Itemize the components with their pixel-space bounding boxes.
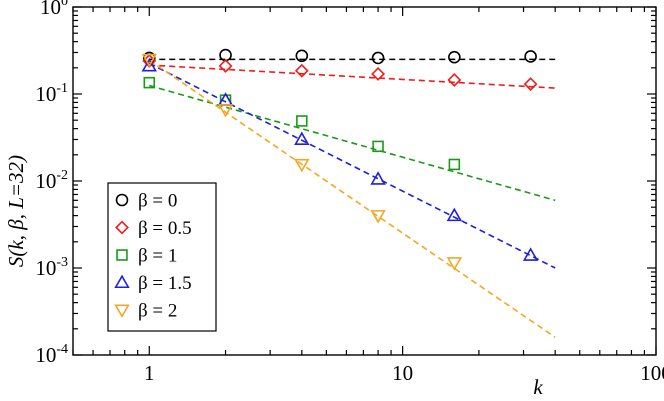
fit-line-4 xyxy=(148,59,556,338)
x-tick-label-1: 10 xyxy=(392,361,413,385)
legend-label-0: β = 0 xyxy=(138,191,177,212)
legend-label-1: β = 0.5 xyxy=(138,218,192,239)
legend-marker-3 xyxy=(114,274,130,289)
data-point-1-3 xyxy=(371,67,385,81)
y-tick-label-1: 10-1 xyxy=(35,81,68,106)
data-point-4-0 xyxy=(141,53,157,68)
data-point-0-0 xyxy=(142,51,156,65)
data-point-4-1 xyxy=(217,104,234,118)
x-tick-label-0: 1 xyxy=(144,361,155,385)
legend-marker-0 xyxy=(115,193,129,207)
data-point-0-2 xyxy=(295,49,309,63)
data-point-1-2 xyxy=(294,63,309,78)
y-tick-label-4: 10-4 xyxy=(35,342,68,367)
data-point-4-2 xyxy=(294,158,310,173)
fit-lines xyxy=(148,58,556,338)
legend-box xyxy=(107,182,217,332)
data-point-2-3 xyxy=(372,140,384,153)
data-point-2-2 xyxy=(296,115,308,127)
fit-line-2 xyxy=(149,84,556,202)
y-tick-label-0: 100 xyxy=(40,0,68,19)
data-point-3-5 xyxy=(522,247,539,261)
data-point-3-3 xyxy=(370,171,386,185)
legend-marker-1 xyxy=(115,220,129,235)
legend-marker-2 xyxy=(116,249,128,261)
data-point-3-0 xyxy=(141,58,157,72)
data-point-3-2 xyxy=(294,131,310,146)
legend-label-3: β = 1.5 xyxy=(138,273,192,294)
data-point-1-4 xyxy=(447,73,462,87)
data-point-2-4 xyxy=(448,158,461,171)
y-axis-label: S(k, β, L=32) xyxy=(4,155,28,267)
legend-label-4: β = 2 xyxy=(138,301,177,322)
y-tick-label-2: 10-2 xyxy=(35,168,68,193)
legend-marker-4 xyxy=(114,304,130,318)
data-point-1-1 xyxy=(218,59,233,73)
y-tick-label-3: 10-3 xyxy=(35,255,68,280)
data-point-1-5 xyxy=(523,77,538,91)
data-point-0-3 xyxy=(371,51,385,65)
data-points xyxy=(141,48,539,271)
legend-label-2: β = 1 xyxy=(138,246,177,267)
data-point-0-4 xyxy=(448,50,461,64)
data-point-3-4 xyxy=(446,207,463,222)
data-point-0-5 xyxy=(524,50,537,63)
x-tick-label-2: 100 xyxy=(640,361,664,385)
x-axis-label: k xyxy=(533,375,543,399)
ticks: 1 10 100 100 10-1 10-2 10-3 10-4 xyxy=(35,0,664,385)
data-point-4-3 xyxy=(370,210,386,224)
data-point-0-1 xyxy=(219,48,232,62)
fit-line-1 xyxy=(149,64,556,89)
fit-line-3 xyxy=(148,62,556,269)
data-point-2-0 xyxy=(143,76,156,89)
legend: β = 0 β = 0.5 β = 1 β = 1.5 β = 2 xyxy=(107,182,217,332)
data-point-4-4 xyxy=(446,257,463,271)
